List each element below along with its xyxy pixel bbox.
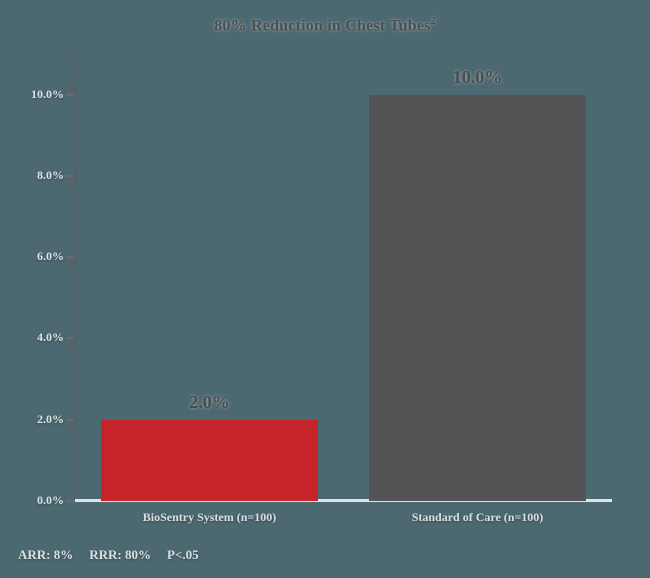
y-tick-mark [66,337,74,340]
y-tick-label: 8.0% [37,167,64,182]
y-tick-mark [66,418,74,421]
rrr-stat: RRR: 80% [89,547,151,562]
footnote-stats: ARR: 8% RRR: 80% P<.05 [18,547,215,563]
category-label: BioSentry System (n=100) [142,510,277,524]
y-tick-mark [66,500,74,502]
chart-title: 80% Reduction in Chest Tubes2 [0,16,650,35]
x-axis-baseline [75,499,612,502]
y-axis-line [74,55,76,501]
y-tick-mark [66,93,74,96]
y-tick-label: 6.0% [37,249,64,264]
chart-title-superscript: 2 [430,16,436,27]
arr-stat: ARR: 8% [18,547,74,562]
y-tick-label: 10.0% [31,86,64,101]
y-tick-mark [66,256,74,259]
bar-biosentry-system [101,419,318,501]
y-tick-label: 4.0% [37,330,64,345]
p-value-stat: P<.05 [167,547,199,562]
category-label: Standard of Care (n=100) [411,510,544,524]
y-tick-label: 0.0% [37,493,64,507]
bar-standard-of-care [369,94,586,501]
bar-value-label: 2.0% [189,391,230,412]
bar-value-label: 10.0% [452,66,503,87]
y-tick-mark [66,174,74,177]
y-tick-label: 2.0% [37,411,64,426]
chart-title-text: 80% Reduction in Chest Tubes [214,17,431,35]
